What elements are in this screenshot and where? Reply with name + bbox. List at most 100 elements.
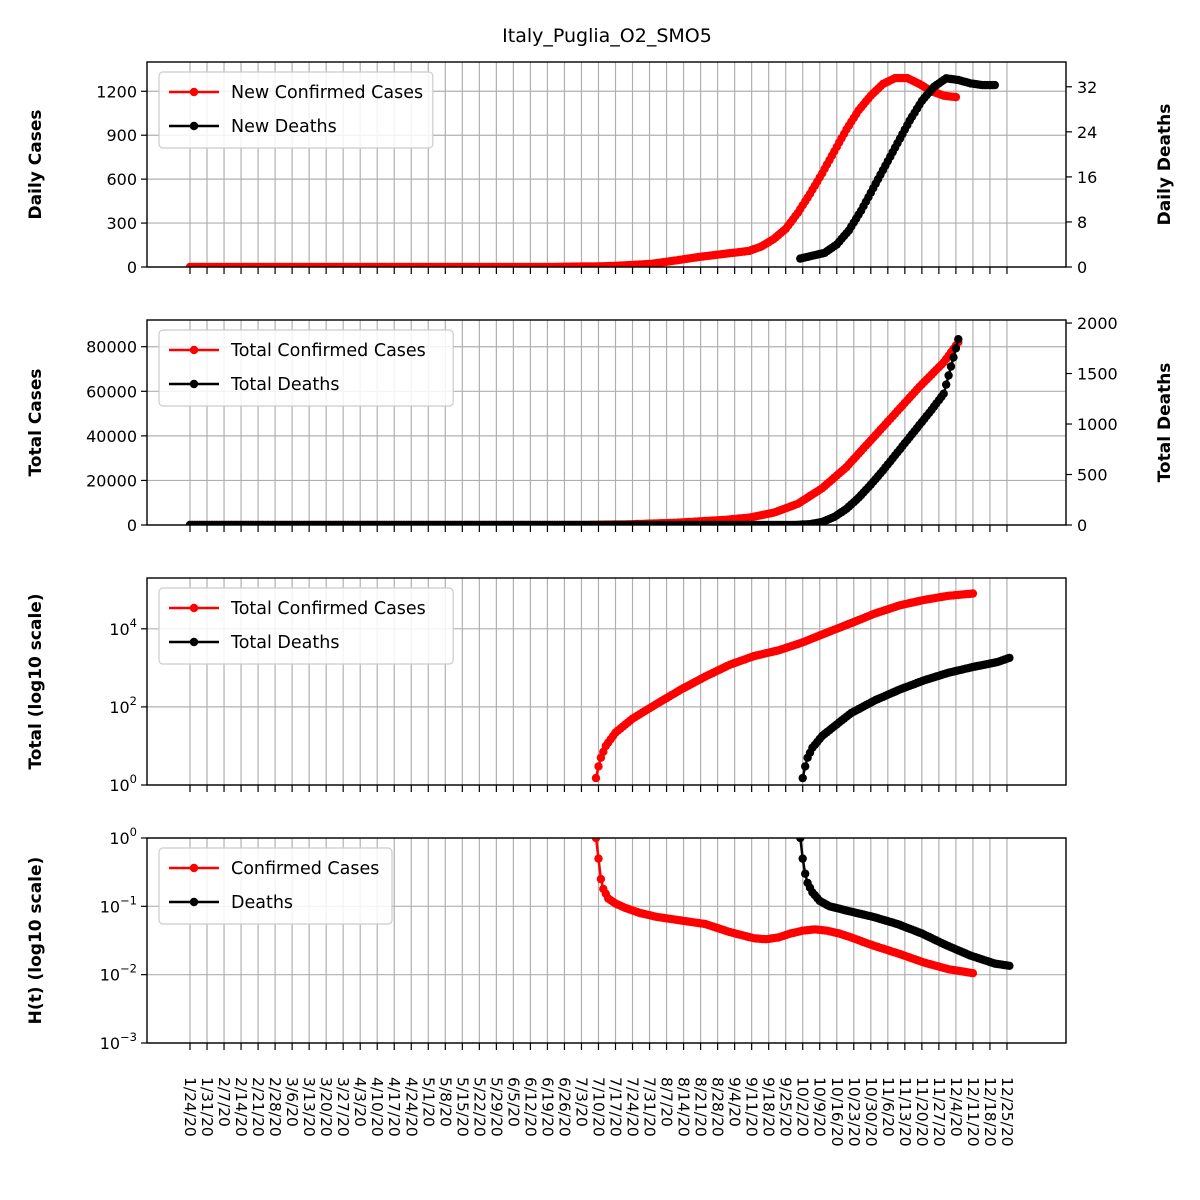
x-tick-label: 2/28/20 [266, 1077, 284, 1137]
x-tick-label: 5/1/20 [419, 1077, 437, 1127]
x-tick-label: 10/9/20 [811, 1077, 829, 1137]
y-tick-label: 20000 [86, 471, 137, 490]
data-point [954, 335, 963, 344]
x-tick-label: 11/6/20 [879, 1077, 897, 1137]
y-axis-label: H(t) (log10 scale) [26, 857, 46, 1025]
x-tick-label: 1/31/20 [198, 1077, 216, 1137]
data-point [591, 838, 601, 843]
x-tick-label: 1/24/20 [181, 1077, 199, 1137]
y-tick-label: 10−3 [100, 1030, 137, 1053]
x-tick-label: 2/21/20 [249, 1077, 267, 1137]
series-total-confirmed-cases [591, 589, 978, 783]
panel-2: 0 20000 40000 60000 80000 0 500 1000 1500 2000 Tot… [26, 314, 1175, 535]
legend-swatch-marker [189, 637, 199, 647]
legend-swatch-marker [189, 897, 199, 907]
series-total-deaths [185, 335, 963, 525]
x-tick-label: 11/27/20 [930, 1077, 948, 1147]
x-tick-label: 5/22/20 [470, 1077, 488, 1137]
x-tick-label: 11/13/20 [896, 1077, 914, 1147]
x-tick-label: 7/10/20 [589, 1077, 607, 1137]
data-point [946, 362, 956, 371]
data-point [944, 371, 953, 380]
x-tick-label: 8/14/20 [675, 1077, 693, 1137]
y-axis-label: Daily Cases [26, 110, 46, 220]
x-tick-label: 3/13/20 [300, 1077, 318, 1137]
x-tick-label: 8/21/20 [692, 1077, 710, 1137]
x-tick-label: 4/3/20 [351, 1077, 369, 1127]
legend-label: Total Deaths [230, 633, 339, 653]
y2-axis-label: Daily Deaths [1155, 104, 1175, 226]
data-point [949, 353, 958, 362]
data-point [968, 589, 978, 598]
x-tick-label: 3/27/20 [334, 1077, 352, 1137]
x-tick-label: 12/18/20 [981, 1077, 999, 1147]
data-point [796, 838, 805, 843]
y-tick-label: 600 [106, 170, 137, 189]
data-point [1005, 961, 1014, 970]
data-point [798, 773, 807, 783]
x-tick-label: 6/26/20 [555, 1077, 573, 1137]
axes-frame [146, 61, 1067, 268]
series-deaths [796, 838, 1014, 970]
series-confirmed-cases [591, 838, 978, 978]
y2-tick-label: 0 [1077, 516, 1087, 535]
y-tick-label: 104 [109, 616, 137, 639]
data-point [942, 380, 951, 389]
x-tick-label: 5/8/20 [436, 1077, 454, 1127]
legend-label: Deaths [231, 893, 293, 913]
x-tick-label: 12/25/20 [998, 1077, 1016, 1147]
y2-tick-label: 8 [1077, 213, 1087, 232]
x-tick-label: 10/16/20 [828, 1077, 846, 1147]
x-tick-label: 7/3/20 [572, 1077, 590, 1127]
x-tick-label: 8/28/20 [709, 1077, 727, 1137]
axes-frame [146, 577, 1067, 786]
legend-label: Total Confirmed Cases [230, 599, 426, 619]
x-tick-label: 5/29/20 [487, 1077, 505, 1137]
x-tick-label: 3/6/20 [283, 1077, 301, 1127]
legend-swatch-marker [189, 863, 199, 873]
series-new-deaths [796, 74, 999, 263]
y-axis-label: Total Cases [26, 368, 46, 476]
legend-swatch-marker [189, 603, 199, 613]
y-tick-label: 900 [106, 126, 137, 145]
y-tick-label: 100 [109, 772, 137, 795]
data-point [591, 773, 601, 783]
legend-label: New Deaths [231, 117, 337, 137]
x-tick-label: 10/2/20 [794, 1077, 812, 1137]
series-total-deaths [798, 653, 1014, 783]
data-point [951, 92, 961, 102]
x-tick-label: 4/17/20 [385, 1077, 403, 1137]
data-point [801, 869, 810, 878]
legend-label: Total Deaths [230, 375, 339, 395]
data-point [990, 80, 999, 90]
legend-label: Confirmed Cases [231, 859, 379, 879]
y2-tick-label: 24 [1077, 123, 1097, 142]
y-tick-label: 80000 [86, 338, 137, 357]
y-tick-label: 0 [127, 258, 137, 277]
y2-tick-label: 16 [1077, 168, 1097, 187]
data-point [1005, 653, 1014, 663]
x-tick-label: 9/4/20 [726, 1077, 744, 1127]
x-tick-label: 6/19/20 [538, 1077, 556, 1137]
data-point [968, 969, 978, 978]
y-tick-label: 100 [109, 825, 137, 848]
data-point [596, 874, 606, 884]
x-tick-label: 10/23/20 [845, 1077, 863, 1147]
legend-label: Total Confirmed Cases [230, 341, 426, 361]
y-tick-label: 300 [106, 214, 137, 233]
x-tick-label: 7/17/20 [607, 1077, 625, 1137]
data-point [939, 389, 948, 398]
legend-label: New Confirmed Cases [231, 83, 423, 103]
x-tick-label: 8/7/20 [658, 1077, 676, 1127]
x-tick-label: 11/20/20 [913, 1077, 931, 1147]
x-tick-label: 7/24/20 [624, 1077, 642, 1137]
panel-3: 100 102 104 Total (log10 scale) Total Confir… [26, 577, 1067, 795]
legend-box [158, 71, 434, 149]
y2-tick-label: 2000 [1077, 314, 1118, 333]
legend-swatch-marker [189, 345, 199, 355]
y2-tick-label: 1500 [1077, 365, 1118, 384]
x-tick-label: 3/20/20 [317, 1077, 335, 1137]
x-tick-label: 9/11/20 [743, 1077, 761, 1137]
y-tick-label: 102 [109, 694, 137, 717]
